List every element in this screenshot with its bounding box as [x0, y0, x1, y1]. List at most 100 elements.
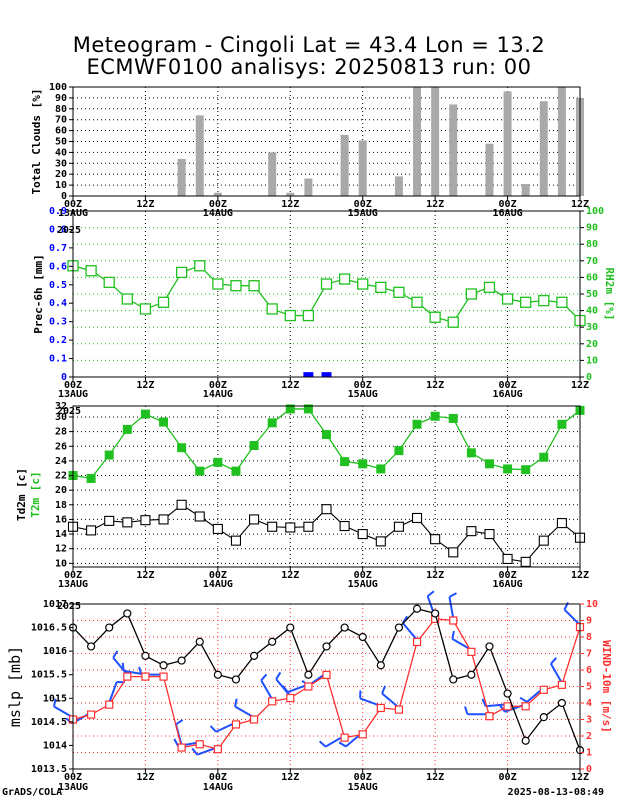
cloud-bar [413, 87, 422, 196]
panel-0-xtick-label: 00Z [209, 199, 227, 210]
t2m-marker [140, 409, 150, 419]
panel-1-date-label: 16AUG [493, 389, 523, 400]
wind-barb [402, 622, 418, 641]
panel-1-year-label: 2025 [57, 225, 81, 236]
cloud-bar [431, 87, 440, 196]
mslp-marker [485, 642, 494, 651]
precip-ytick-label: 0 [61, 372, 67, 383]
rh2m-marker [121, 293, 133, 305]
mslp-marker [340, 623, 349, 632]
panel-1-date-label: 13AUG [58, 389, 88, 400]
precip-ytick-label: 0.5 [49, 280, 67, 291]
t2m-marker [322, 430, 331, 440]
wind-marker [376, 703, 385, 713]
wind-barb-flag [191, 747, 198, 756]
mslp-marker [87, 642, 96, 651]
rh2m-marker [85, 265, 97, 277]
mslp-marker [557, 698, 566, 708]
panel-1-xtick-label: 00Z [499, 380, 517, 391]
t2m-marker [521, 465, 531, 475]
mslp-marker [431, 609, 440, 618]
panel-1-date-label: 15AUG [348, 389, 378, 400]
wind-ytick-label: 10 [586, 599, 598, 610]
t2m-marker [159, 417, 169, 427]
t2m-marker [267, 418, 277, 428]
wind-barb-flag [112, 650, 119, 659]
mslp-marker [521, 736, 530, 745]
rh2m-marker [447, 316, 459, 328]
td2m-marker [104, 515, 115, 526]
precip-axis-label: Prec-6h [mm] [32, 254, 45, 333]
rh2m-marker [302, 309, 315, 322]
t2m-marker [177, 443, 187, 453]
td2m-marker [448, 547, 459, 558]
wind-barb-flag [550, 657, 557, 665]
rh2m-marker [411, 296, 423, 308]
panel-0-xtick-label: 12Z [426, 199, 444, 210]
clouds-ytick-label: 10 [55, 180, 67, 191]
td2m-marker [122, 517, 133, 528]
precip-ytick-label: 0.3 [49, 317, 67, 328]
mslp-ytick-label: 1015.5 [31, 670, 67, 681]
mslp-marker [177, 656, 186, 665]
panel-3-xtick-label: 00Z [354, 772, 372, 783]
mslp-marker [286, 623, 295, 632]
wind-barb [112, 657, 129, 676]
panel-2-xtick-label: 00Z [354, 570, 372, 581]
wind-barb-flag [260, 673, 268, 681]
temp-ytick-label: 26 [55, 441, 67, 452]
rh2m-marker [538, 294, 550, 307]
panel-2-date-label: 15AUG [348, 579, 378, 590]
t2m-marker [557, 419, 567, 429]
wind-marker [449, 616, 458, 625]
rh2m-marker [103, 276, 115, 289]
t2m-marker [466, 448, 476, 458]
wind-barb [448, 596, 455, 619]
rh2m-marker [230, 280, 242, 292]
td2m-marker [194, 511, 205, 522]
rh-ytick-label: 70 [586, 256, 598, 267]
precip-ytick-label: 0.2 [49, 335, 67, 346]
t2m-marker [412, 419, 422, 429]
cloud-bar [340, 134, 349, 196]
wind-barb-flag [381, 685, 386, 694]
temp-ytick-label: 24 [55, 456, 67, 467]
panel-1-xtick-label: 00Z [64, 380, 82, 391]
clouds-ytick-label: 60 [55, 126, 67, 137]
mslp-marker [213, 670, 222, 679]
panel-2-xtick-label: 12Z [136, 570, 154, 581]
temp-ytick-label: 14 [55, 529, 67, 540]
footer-timestamp: 2025-08-13-08:49 [507, 787, 604, 798]
td2m-marker [249, 514, 260, 525]
panel-3-xtick-label: 12Z [136, 772, 154, 783]
mslp-ytick-label: 1014 [43, 740, 67, 751]
panel-0-xtick-label: 12Z [281, 199, 299, 210]
wind-barb [563, 608, 581, 626]
wind-ytick-label: 6 [586, 665, 592, 676]
title-line-2: ECMWF0100 analisys: 20250813 run: 00 [86, 55, 532, 79]
t2m-marker [86, 473, 96, 483]
cloud-bar [286, 192, 295, 196]
t2m-marker [195, 466, 205, 476]
wind-barb [260, 679, 274, 700]
wind-barb-flag [481, 698, 487, 707]
panel-2-xtick-label: 00Z [64, 570, 82, 581]
rh-ytick-label: 100 [586, 206, 604, 217]
mslp-marker [195, 637, 204, 646]
wind-marker [394, 705, 404, 714]
mslp-marker [249, 651, 259, 660]
wind-barb-flag [275, 671, 282, 680]
rh-ytick-label: 10 [586, 355, 598, 366]
panel-0-xtick-label: 00Z [64, 199, 82, 210]
panel-0-date-label: 15AUG [348, 208, 378, 219]
cloud-bar [358, 140, 367, 196]
td2m-marker [484, 529, 495, 540]
t2m-marker [104, 450, 114, 460]
panel-3-year-label: 2025 [57, 601, 81, 612]
wind-axis-label: WIND-10m [m/s] [600, 640, 613, 733]
panel-0-xtick-label: 00Z [499, 199, 517, 210]
wind-barb-flag [52, 698, 57, 707]
panel-2-frame [72, 405, 581, 568]
panel-3-date-label: 15AUG [348, 782, 378, 793]
temp-ytick-label: 10 [55, 558, 67, 569]
